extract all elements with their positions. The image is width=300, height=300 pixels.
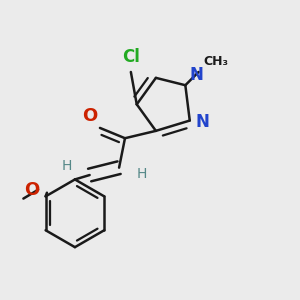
Text: H: H	[137, 167, 147, 181]
Text: CH₃: CH₃	[203, 55, 228, 68]
Text: N: N	[190, 66, 204, 84]
Text: Cl: Cl	[122, 48, 140, 66]
Text: N: N	[196, 113, 209, 131]
Text: O: O	[82, 107, 97, 125]
Text: H: H	[61, 159, 72, 173]
Text: O: O	[24, 181, 40, 199]
